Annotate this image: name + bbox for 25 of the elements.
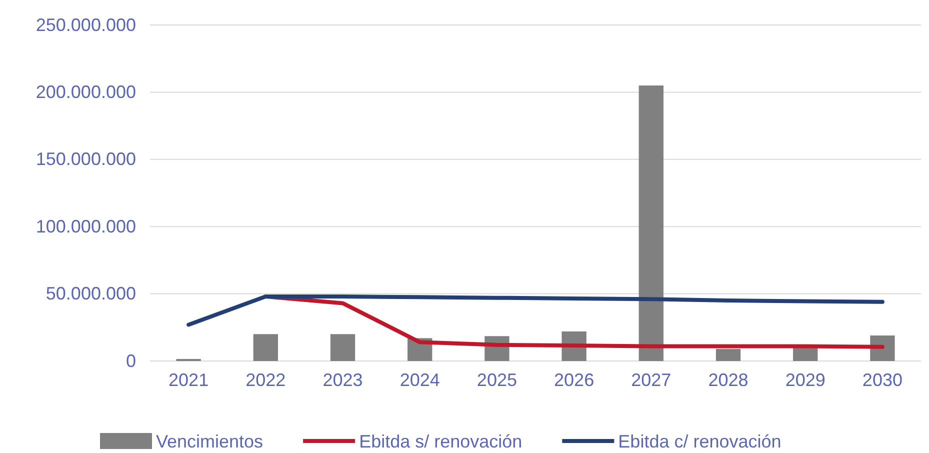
x-tick-label: 2022	[246, 370, 286, 390]
x-tick-label: 2026	[554, 370, 594, 390]
bar	[330, 334, 356, 361]
y-tick-label: 250.000.000	[36, 14, 136, 35]
x-tick-label: 2025	[476, 370, 517, 390]
x-tick-label: 2024	[400, 370, 440, 390]
bar	[638, 85, 664, 361]
x-tick-label: 2030	[862, 370, 902, 390]
x-tick-label: 2027	[631, 370, 672, 390]
bar	[253, 334, 278, 361]
legend-label: Ebitda c/ renovación	[618, 431, 782, 452]
y-tick-label: 150.000.000	[36, 149, 136, 170]
line-series	[186, 294, 884, 327]
y-tick-label: 200.000.000	[36, 82, 136, 102]
bar	[716, 348, 741, 361]
bar	[870, 335, 895, 361]
x-tick-label: 2021	[168, 370, 209, 390]
y-tick-label: 100.000.000	[36, 216, 136, 236]
legend-label: Ebitda s/ renovación	[359, 431, 522, 452]
legend-label: Vencimientos	[156, 431, 264, 452]
y-tick-label: 50.000.000	[46, 284, 136, 304]
y-tick-label: 0	[126, 350, 136, 371]
x-tick-label: 2023	[322, 370, 363, 390]
x-tick-label: 2029	[785, 370, 826, 390]
x-tick-label: 2028	[708, 370, 748, 390]
